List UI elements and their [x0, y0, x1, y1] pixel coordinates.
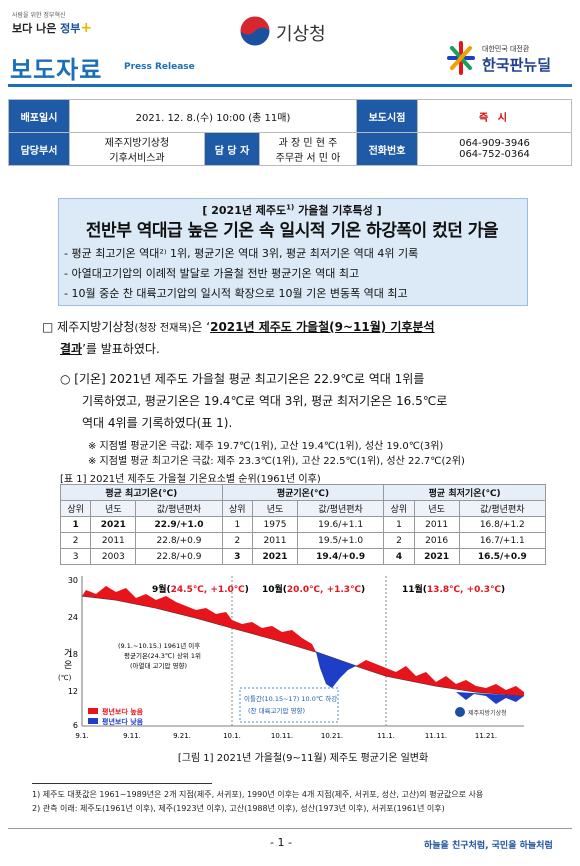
group-header: 평균 최저기온(℃)	[383, 484, 546, 501]
dept-label: 담당부서	[8, 132, 70, 166]
temp-para-line-1: ○ [기온] 2021년 제주도 가을철 평균 최고기온은 22.9℃로 역대 …	[60, 372, 425, 386]
note-station-mean: ※ 지점별 평균기온 극값: 제주 19.7℃(1위), 고산 19.4℃(1위…	[88, 441, 444, 452]
anomaly-low-area	[456, 692, 524, 704]
table-row: 2 2011 22.8/+0.9 2 2011 19.5/+1.0 2 2016 16.7/…	[59, 532, 547, 549]
table-row: 1 2021 22.9/+1.0 1 1975 19.6/+1.1 1 2011 16.8/…	[59, 516, 547, 533]
x-tick: 9.1.	[75, 732, 88, 740]
note-station-max: ※ 지점별 평균 최고기온 극값: 제주 23.3℃(1위), 고산 22.5℃…	[88, 456, 465, 467]
kma-emblem-icon	[239, 15, 271, 47]
intro-line-2: 결과’를 발표하였다.	[60, 342, 160, 356]
annotation-text: (아열대 고기압 영향)	[130, 661, 187, 670]
release-label: 배포일시	[8, 99, 70, 133]
release-value: 2021. 12. 8.(수) 10:00 (총 11매)	[69, 99, 357, 133]
rank-table: 평균 최고기온(℃) 평균기온(℃) 평균 최저기온(℃) 상위 년도 값/평년…	[59, 484, 547, 565]
y-axis-label: 온	[64, 660, 72, 671]
x-tick: 9.21.	[173, 732, 191, 740]
phone-value: 064-909-3946 064-752-0364	[417, 132, 572, 166]
gov-main-a: 보다 나은	[12, 22, 57, 35]
table-title: [표 1] 2021년 제주도 가을철 기온요소별 순위(1961년 이후)	[60, 474, 321, 485]
col-header: 값/평년편차	[296, 500, 385, 517]
col-header: 년도	[413, 500, 460, 517]
summary-headline: 전반부 역대급 높은 기온 속 일시적 기온 하강폭이 컸던 가을	[85, 221, 499, 241]
figure-caption: [그림 1] 2021년 가을철(9~11월) 제주도 평균기온 일변화	[177, 753, 429, 764]
footer-slogan: 하늘을 친구처럼, 국민을 하늘처럼	[424, 841, 553, 851]
x-tick: 10.11.	[271, 732, 293, 740]
annotation-text: (9.1.~10.15.) 1961년 이후	[118, 641, 200, 650]
intro-line-1: □ 제주지방기상청(청장 전재목)은 ‘2021년 제주도 가을철(9~11월)…	[42, 320, 435, 334]
y-tick: 30	[68, 576, 78, 585]
x-tick: 9.11.	[123, 732, 141, 740]
release-info-table: 배포일시 2021. 12. 8.(수) 10:00 (총 11매) 보도시점 …	[8, 99, 572, 166]
page-number: - 1 -	[270, 836, 292, 849]
y-axis-label: 기	[64, 648, 72, 659]
x-tick: 11.21.	[475, 732, 497, 740]
month-label-oct: 10월(20.0℃, +1.3℃)	[262, 583, 365, 595]
col-header: 값/평년편차	[458, 500, 547, 517]
col-header: 상위	[59, 500, 92, 517]
col-header: 상위	[221, 500, 253, 517]
gov-slogan-small: 사람을 위한 정부혁신	[12, 12, 66, 19]
new-deal-title: 한국판뉴딜	[482, 56, 552, 74]
anomaly-high-area	[82, 586, 316, 652]
contact-value: 과 장 민 현 주 주무관 서 민 아	[259, 132, 357, 166]
chart-watermark: 제주지방기상청	[468, 709, 507, 717]
footnote-1: 1) 제주도 대푯값은 1961~1989년은 2개 지점(제주, 서귀포), …	[32, 790, 484, 799]
col-header: 년도	[251, 500, 298, 517]
x-tick: 10.21.	[321, 732, 343, 740]
y-tick: 12	[68, 687, 78, 696]
phone-label: 전화번호	[356, 132, 418, 166]
x-tick: 11.11.	[425, 732, 447, 740]
press-title: 보도자료	[10, 56, 103, 84]
y-tick: 6	[73, 721, 78, 730]
y-axis-unit: (℃)	[58, 674, 72, 682]
summary-bullet-3: - 10월 중순 찬 대륙고기압의 일시적 확장으로 10월 기온 변동폭 역대…	[64, 287, 408, 300]
legend-high: 평년보다 높음	[102, 707, 144, 716]
month-label-sep: 9월(24.5℃, +1.0℃)	[152, 583, 249, 595]
legend-swatch-low	[88, 718, 98, 724]
table-row: 3 2003 22.8/+0.9 3 2021 19.4/+0.9 4 2021 16.5/…	[59, 548, 547, 565]
col-header: 상위	[383, 500, 415, 517]
summary-bullet-2: - 아열대고기압의 이례적 발달로 가을철 전반 평균기온 역대 최고	[64, 267, 360, 280]
footnote-2: 2) 관측 이래: 제주도(1961년 이후), 제주(1923년 이후), 고…	[32, 804, 445, 813]
temp-para-line-3: 역대 4위를 기록하였다(표 1).	[82, 416, 233, 430]
month-label-nov: 11월(13.8℃, +0.3℃)	[402, 583, 505, 595]
summary-subtitle: [ 2021년 제주도1) 가을철 기후특성 ]	[202, 203, 382, 217]
new-deal-subtitle: 대한민국 대전환	[482, 45, 530, 53]
y-tick: 18	[68, 650, 78, 659]
temp-para-line-2: 기록하였고, 평균기온은 19.4℃로 역대 3위, 평균 최저기온은 16.5…	[82, 394, 448, 408]
y-tick: 24	[68, 613, 78, 622]
x-tick: 10.1.	[223, 732, 241, 740]
embargo-value: 즉 시	[417, 99, 572, 133]
group-header: 평균기온(℃)	[221, 484, 385, 501]
annotation-text: 이틀간(10.15~17) 10.0℃ 하강	[244, 694, 337, 703]
new-deal-logo-icon	[447, 41, 475, 75]
agency-name: 기상청	[276, 24, 326, 45]
contact-label: 담 당 자	[204, 132, 260, 166]
footnote-divider	[32, 783, 212, 784]
legend-swatch-high	[88, 708, 98, 714]
annotation-text: (찬 대륙고기압 영향)	[248, 706, 305, 715]
press-title-en: Press Release	[124, 62, 195, 72]
annotation-box	[239, 687, 339, 723]
anomaly-low-area	[316, 652, 356, 688]
summary-bullet-1: - 평균 최고기온 역대²⁾ 1위, 평균기온 역대 3위, 평균 최저기온 역…	[64, 247, 419, 260]
temperature-chart: 기 온 (℃) 30 24 18 12 6 9월(24.5℃, +1.0℃) 1…	[56, 568, 536, 744]
dept-value: 제주지방기상청 기후서비스과	[69, 132, 205, 166]
gov-innovation-logo: 보다 나은 정부+	[12, 20, 92, 36]
footer-divider	[8, 828, 572, 829]
gov-main-b: 정부	[60, 22, 81, 35]
col-header: 값/평년편차	[135, 500, 223, 517]
x-tick: 11.1.	[377, 732, 395, 740]
plus-icon: +	[80, 20, 93, 36]
summary-box	[58, 198, 528, 306]
group-header: 평균 최고기온(℃)	[60, 484, 223, 501]
kma-watermark-icon	[455, 707, 465, 717]
anomaly-high-area	[356, 660, 524, 696]
embargo-label: 보도시점	[356, 99, 418, 133]
legend-low: 평년보다 낮음	[102, 717, 144, 726]
col-header: 년도	[90, 500, 137, 517]
header-divider	[8, 84, 572, 87]
annotation-text: 평균기온(24.3℃) 상위 1위	[124, 651, 201, 660]
